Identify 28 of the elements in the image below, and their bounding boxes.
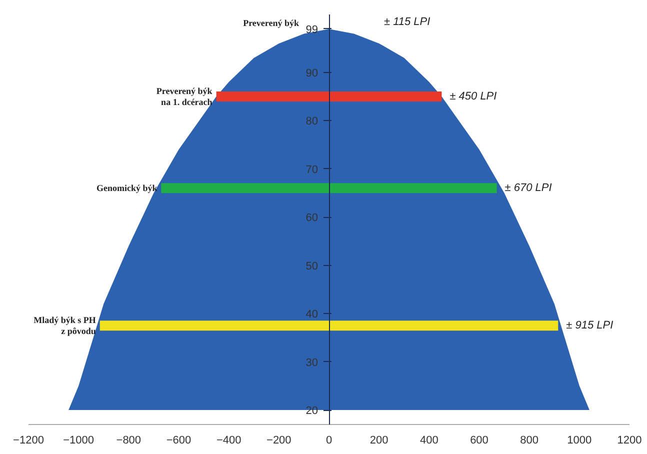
- x-tick-label: 1000: [567, 434, 592, 446]
- annotation: Preverený býk: [243, 18, 300, 28]
- x-tick-label: −1200: [13, 434, 44, 446]
- y-tick-label: 50: [306, 260, 318, 272]
- x-tick-label: −800: [116, 434, 142, 446]
- y-tick-label: 70: [306, 164, 318, 176]
- x-tick-label: 200: [370, 434, 388, 446]
- x-tick-label: −400: [216, 434, 242, 446]
- y-tick-label: 30: [306, 356, 318, 369]
- y-tick-label: 60: [306, 212, 318, 224]
- annotation: ± 115 LPI: [384, 16, 430, 28]
- annotation: ± 670 LPI: [504, 182, 552, 194]
- x-tick-label: 400: [420, 434, 438, 446]
- series-label: Mladý býk s PH z pôvodu: [34, 315, 96, 336]
- y-tick-label: 80: [306, 116, 318, 128]
- x-tick-label: 800: [520, 434, 539, 446]
- series-label: Preverený býk na 1. dcérach: [156, 86, 212, 107]
- x-tick-label: 600: [470, 434, 488, 446]
- y-tick-label: 90: [306, 67, 318, 80]
- x-tick-label: −200: [266, 434, 292, 446]
- annotation: ± 915 LPI: [566, 320, 614, 332]
- x-tick-label: −600: [166, 434, 192, 446]
- x-tick-label: −1000: [63, 434, 94, 446]
- x-tick-label: 1200: [617, 434, 642, 446]
- x-tick-label: 0: [326, 434, 332, 446]
- annotation: ± 450 LPI: [450, 90, 497, 102]
- series-label: Genomický býk: [96, 183, 158, 194]
- y-tick-label: 40: [306, 308, 318, 321]
